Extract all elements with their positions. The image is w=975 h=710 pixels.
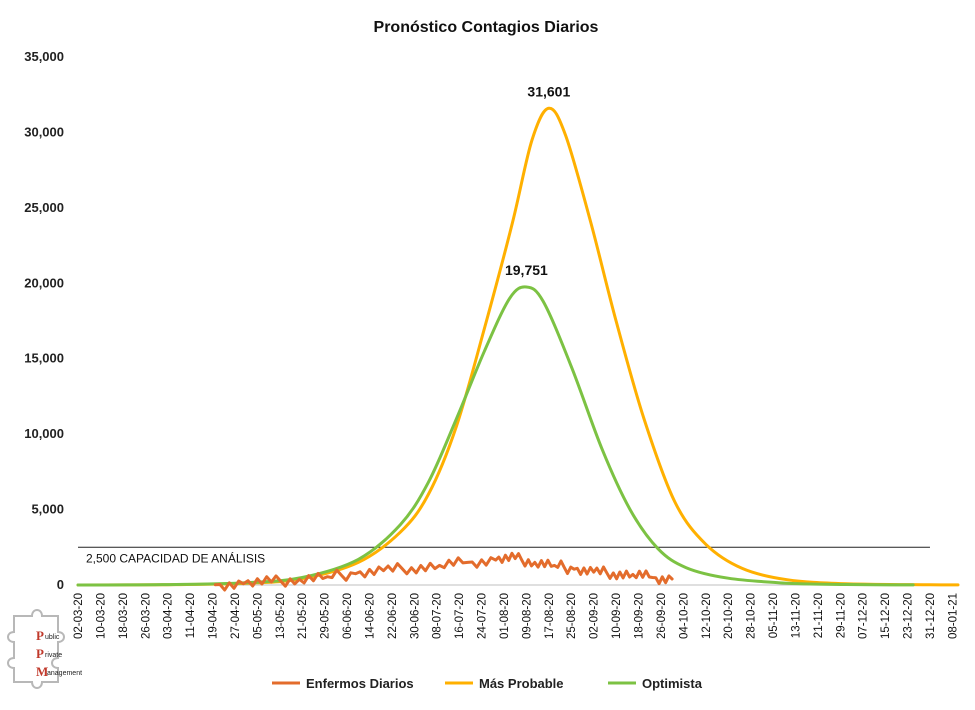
x-tick-label: 11-04-20	[185, 593, 197, 638]
x-tick-label: 30-06-20	[409, 593, 421, 639]
x-tick-label: 22-06-20	[387, 593, 399, 639]
x-tick-label: 26-03-20	[140, 593, 152, 639]
peak-data-label: 19,751	[505, 262, 548, 278]
x-tick-label: 29-11-20	[835, 593, 847, 638]
series-line-m-s-probable	[76, 106, 960, 587]
legend: Enfermos Diarios Más Probable Optimista	[272, 676, 703, 691]
x-tick-label: 13-11-20	[790, 593, 802, 638]
x-tick-label: 24-07-20	[477, 593, 489, 639]
series-line-optimista	[76, 285, 915, 587]
x-tick-label: 10-03-20	[95, 593, 107, 639]
x-tick-label: 26-09-20	[656, 593, 668, 639]
logo-letter-2: P	[36, 646, 44, 661]
series-line-enfermos-diarios	[213, 551, 674, 592]
ppm-logo: P ublic P rivate M anagement	[7, 609, 82, 689]
y-tick-label: 10,000	[24, 426, 64, 441]
x-tick-label: 21-11-20	[813, 593, 825, 638]
legend-entry-label: Optimista	[642, 676, 703, 691]
y-tick-label: 25,000	[24, 200, 64, 215]
x-tick-label: 09-08-20	[521, 593, 533, 639]
chart-title: Pronóstico Contagios Diarios	[374, 19, 599, 36]
x-tick-label: 02-09-20	[589, 593, 601, 639]
logo-letter-1: P	[36, 628, 44, 643]
y-axis: 0 5,000 10,000 15,000 20,000 25,000 30,000 35,0…	[24, 49, 958, 592]
x-tick-label: 15-12-20	[880, 593, 892, 639]
x-tick-label: 25-08-20	[566, 593, 578, 639]
logo-word-1: ublic	[45, 634, 60, 641]
y-tick-label: 5,000	[31, 502, 64, 517]
series-group	[76, 106, 960, 592]
x-tick-label: 28-10-20	[746, 593, 758, 639]
x-tick-label: 06-06-20	[342, 593, 354, 639]
x-tick-label: 21-05-20	[297, 593, 309, 639]
x-tick-label: 05-05-20	[252, 593, 264, 639]
y-tick-label: 15,000	[24, 351, 64, 366]
x-axis: 02-03-20 10-03-20 18-03-20 26-03-20 03-04-20…	[73, 593, 959, 639]
x-tick-label: 08-01-21	[947, 593, 959, 639]
legend-entry-label: Enfermos Diarios	[306, 676, 414, 691]
x-tick-label: 18-03-20	[118, 593, 130, 639]
logo-word-3: anagement	[47, 670, 82, 677]
reference-line-group: 2,500 CAPACIDAD DE ANÁLISIS	[78, 546, 930, 565]
x-tick-label: 02-03-20	[73, 593, 85, 639]
x-tick-label: 04-10-20	[678, 593, 690, 639]
x-tick-label: 19-04-20	[208, 593, 220, 639]
x-tick-label: 05-11-20	[768, 593, 780, 638]
x-tick-label: 17-08-20	[544, 593, 556, 639]
x-tick-label: 10-09-20	[611, 593, 623, 639]
x-tick-label: 18-09-20	[634, 593, 646, 639]
x-tick-label: 23-12-20	[903, 593, 915, 639]
x-tick-label: 31-12-20	[925, 593, 937, 639]
puzzle-logo-icon	[7, 609, 65, 689]
x-tick-label: 20-10-20	[723, 593, 735, 639]
x-tick-label: 07-12-20	[858, 593, 870, 639]
y-tick-label: 0	[57, 577, 64, 592]
x-tick-label: 27-04-20	[230, 593, 242, 639]
x-tick-label: 13-05-20	[275, 593, 287, 639]
legend-entry-label: Más Probable	[479, 676, 564, 691]
x-tick-label: 14-06-20	[364, 593, 376, 639]
y-tick-label: 30,000	[24, 124, 64, 139]
peak-data-label: 31,601	[527, 83, 570, 99]
x-tick-label: 03-04-20	[163, 593, 175, 639]
logo-letter-3: M	[36, 664, 48, 679]
y-tick-label: 20,000	[24, 275, 64, 290]
x-tick-label: 29-05-20	[320, 593, 332, 639]
capacity-annotation: 2,500 CAPACIDAD DE ANÁLISIS	[86, 550, 265, 565]
logo-word-2: rivate	[45, 652, 62, 659]
x-tick-label: 01-08-20	[499, 593, 511, 639]
data-labels: 31,601 19,751	[505, 83, 570, 278]
x-tick-label: 08-07-20	[432, 593, 444, 639]
x-tick-label: 16-07-20	[454, 593, 466, 639]
x-tick-label: 12-10-20	[701, 593, 713, 639]
y-tick-label: 35,000	[24, 49, 64, 64]
